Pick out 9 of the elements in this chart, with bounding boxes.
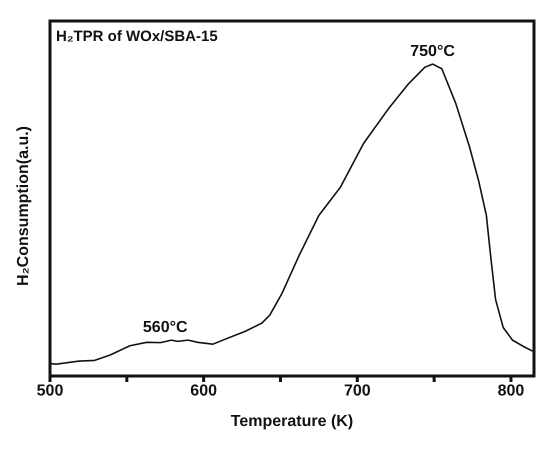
y-axis-title: H₂Consumption(a.u.)	[15, 126, 32, 286]
annotation: 750°C	[410, 43, 456, 60]
x-axis-title: Temperature (K)	[230, 413, 354, 430]
annotation: 560°C	[142, 319, 188, 336]
x-tick-label: 500	[36, 382, 64, 400]
x-tick-label: 800	[498, 382, 524, 400]
x-tick-label: 600	[190, 382, 218, 400]
chart-title: H₂TPR of WOx/SBA-15	[56, 28, 218, 45]
x-tick-label: 700	[344, 382, 371, 400]
